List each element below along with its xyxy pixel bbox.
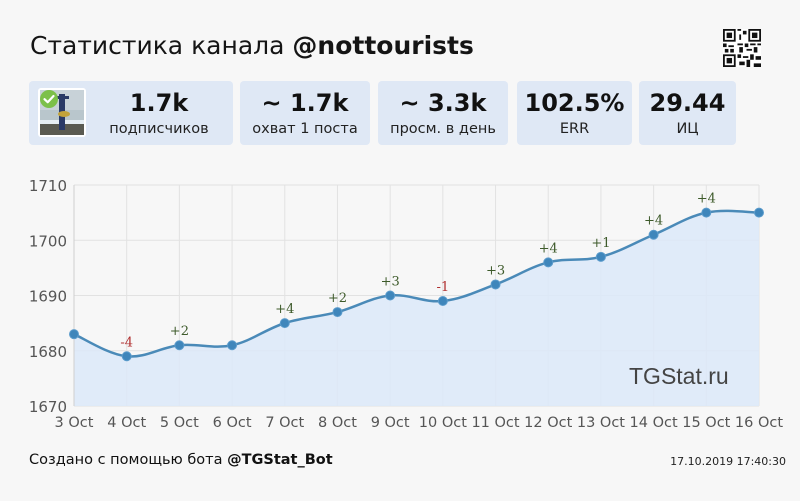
- x-axis-tick-label: 13 Oct: [577, 415, 625, 431]
- page-title: Статистика канала @nottourists: [30, 31, 474, 60]
- subscribers-value: 1.7k: [129, 89, 189, 117]
- x-axis-tick-label: 6 Oct: [213, 415, 252, 431]
- x-axis-tick-label: 16 Oct: [735, 415, 783, 431]
- citation-index-label: ИЦ: [676, 121, 699, 137]
- data-point: [174, 340, 185, 351]
- data-point: [279, 318, 290, 329]
- reach-label: охват 1 поста: [252, 121, 358, 137]
- data-point: [121, 351, 132, 362]
- x-axis-tick-label: 15 Oct: [682, 415, 730, 431]
- delta-annotation: -1: [437, 280, 450, 295]
- y-axis-tick-label: 1680: [29, 343, 67, 361]
- bot-handle-link[interactable]: @TGStat_Bot: [227, 452, 333, 468]
- x-axis-tick-label: 12 Oct: [524, 415, 572, 431]
- channel-handle: @nottourists: [292, 31, 474, 60]
- x-axis-tick-label: 4 Oct: [107, 415, 146, 431]
- delta-annotation: +4: [275, 302, 294, 317]
- title-prefix: Статистика канала: [30, 31, 293, 60]
- footer-credit: Создано с помощью бота @TGStat_Bot: [29, 452, 333, 468]
- data-point: [701, 207, 712, 218]
- footer-prefix: Создано с помощью бота: [29, 452, 228, 468]
- x-axis-tick-label: 5 Oct: [160, 415, 199, 431]
- data-point: [332, 307, 343, 318]
- x-axis-tick-label: 10 Oct: [419, 415, 467, 431]
- data-point: [490, 279, 501, 290]
- x-axis-tick-label: 8 Oct: [318, 415, 357, 431]
- avatar-image: [40, 90, 84, 135]
- daily-views-value: ~ 3.3k: [399, 89, 487, 117]
- y-axis-tick-label: 1690: [29, 288, 67, 306]
- err-card: 102.5% ERR: [517, 81, 632, 145]
- data-point: [437, 296, 448, 307]
- subscribers-chart: 1670 1680 1690 1700 1710 3 Oct 4 Oct 5 Oct 6 Oct…: [29, 177, 784, 431]
- verified-check-icon: [40, 90, 58, 108]
- data-point: [754, 207, 764, 218]
- delta-annotation: +4: [539, 241, 558, 256]
- reach-card: ~ 1.7k охват 1 поста: [240, 81, 370, 145]
- delta-annotation: +2: [328, 291, 347, 306]
- delta-annotation: +3: [381, 275, 400, 290]
- data-point: [595, 251, 606, 262]
- err-value: 102.5%: [524, 89, 625, 117]
- daily-views-card: ~ 3.3k просм. в день: [378, 81, 508, 145]
- err-label: ERR: [559, 121, 590, 137]
- qr-code-icon[interactable]: [723, 29, 761, 67]
- x-axis-tick-label: 14 Oct: [630, 415, 678, 431]
- delta-annotation: +2: [170, 324, 189, 339]
- data-point: [227, 340, 238, 351]
- y-axis-tick-label: 1700: [29, 232, 67, 250]
- delta-annotation: +4: [644, 214, 663, 229]
- data-point: [69, 329, 79, 340]
- delta-annotation: +4: [697, 192, 716, 207]
- y-axis-tick-label: 1710: [29, 177, 67, 195]
- subscribers-label: подписчиков: [109, 121, 209, 137]
- data-point: [543, 257, 554, 268]
- delta-annotation: +3: [486, 263, 505, 278]
- delta-annotation: +1: [591, 236, 610, 251]
- x-axis-tick-label: 11 Oct: [471, 415, 519, 431]
- footer-timestamp: 17.10.2019 17:40:30: [670, 455, 786, 468]
- citation-index-value: 29.44: [649, 89, 726, 117]
- daily-views-label: просм. в день: [390, 121, 496, 137]
- data-point: [648, 229, 659, 240]
- subscribers-card: 1.7k подписчиков: [29, 81, 233, 145]
- x-axis-tick-label: 3 Oct: [55, 415, 94, 431]
- y-axis-tick-label: 1670: [29, 398, 67, 416]
- data-point: [385, 290, 396, 301]
- x-axis-tick-label: 9 Oct: [371, 415, 410, 431]
- channel-avatar[interactable]: [38, 88, 86, 137]
- x-axis-tick-label: 7 Oct: [265, 415, 304, 431]
- delta-annotation: -4: [120, 335, 133, 350]
- watermark: TGStat.ru: [629, 363, 729, 389]
- citation-index-card: 29.44 ИЦ: [639, 81, 736, 145]
- reach-value: ~ 1.7k: [261, 89, 349, 117]
